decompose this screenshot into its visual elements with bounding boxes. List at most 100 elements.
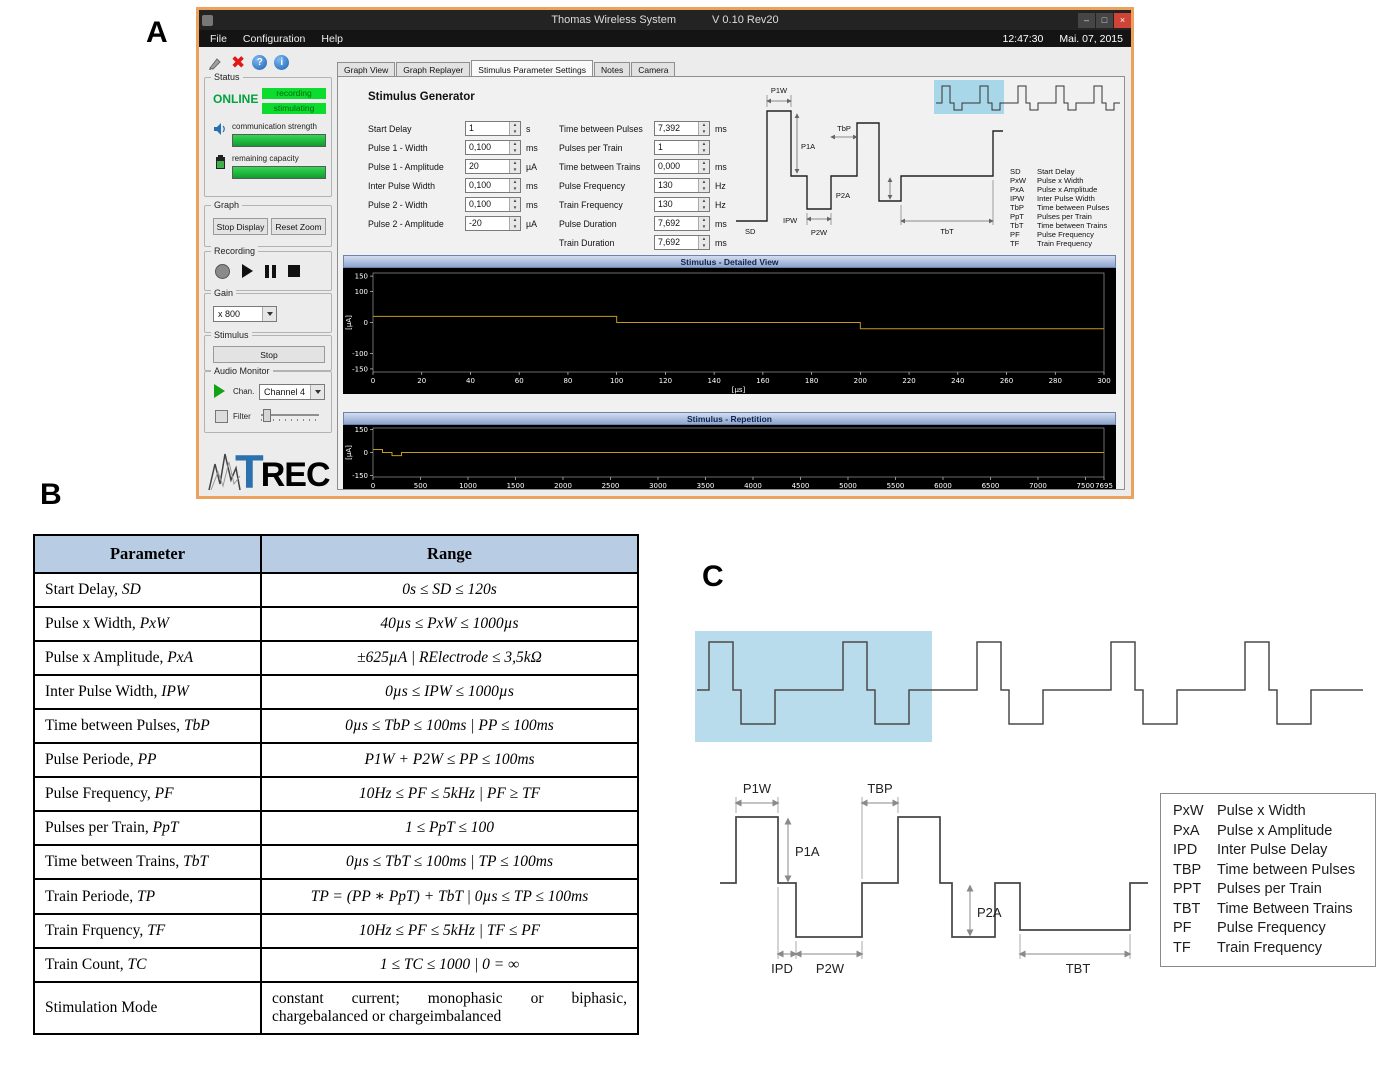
tab-stimulus-parameter-settings[interactable]: Stimulus Parameter Settings (471, 60, 593, 77)
minimize-button[interactable]: – (1078, 12, 1095, 28)
param-input[interactable]: -20 ▲ ▼ (465, 216, 521, 231)
reset-zoom-button[interactable]: Reset Zoom (271, 218, 326, 235)
param-input[interactable]: 130 ▲ ▼ (654, 197, 710, 212)
svg-text:0: 0 (364, 319, 368, 327)
legend-row: TBP Time between Pulses (1173, 861, 1356, 878)
detailed-view-chart[interactable]: 150 100 0 -100 -150 0 20 40 60 80 100 120 140 160 180 2… (343, 268, 1116, 394)
spinner[interactable]: ▲ ▼ (698, 236, 709, 249)
param-row: Pulse Frequency 130 ▲ ▼ Hz (559, 176, 727, 195)
param-row: Start Delay 1 ▲ ▼ s (368, 119, 538, 138)
stop-icon[interactable] (288, 265, 300, 277)
column-header-parameter: Parameter (33, 534, 262, 574)
pulse-train-diagram (695, 631, 1363, 742)
close-button[interactable]: × (1114, 12, 1131, 28)
chevron-down-icon[interactable] (262, 307, 276, 321)
param-input[interactable]: 7,692 ▲ ▼ (654, 235, 710, 250)
tab-strip: Graph View Graph Replayer Stimulus Paramet… (337, 60, 676, 77)
pause-icon[interactable] (265, 264, 276, 278)
param-input[interactable]: 130 ▲ ▼ (654, 178, 710, 193)
svg-text:6000: 6000 (934, 482, 952, 489)
audio-play-icon[interactable] (214, 384, 225, 398)
filter-slider[interactable] (261, 409, 319, 423)
tab-graph-replayer[interactable]: Graph Replayer (396, 62, 471, 77)
title-bar[interactable]: Thomas Wireless System V 0.10 Rev20 – □ × (199, 10, 1131, 30)
info-icon[interactable]: i (274, 54, 290, 70)
maximize-button[interactable]: □ (1096, 12, 1113, 28)
parameter-cell: Pulses per Train, PpT (33, 810, 262, 846)
channel-value: Channel 4 (264, 387, 306, 397)
param-input[interactable]: 0,100 ▲ ▼ (465, 197, 521, 212)
table-row: Train Periode, TP TP = (PP ∗ PpT) + TbT |… (33, 878, 639, 915)
svg-text:40: 40 (466, 377, 475, 385)
spinner[interactable]: ▲ ▼ (509, 122, 520, 135)
graph-group-label: Graph (211, 200, 243, 210)
play-icon[interactable] (242, 264, 253, 278)
online-status: ONLINE (213, 92, 259, 106)
filter-toggle[interactable] (215, 410, 228, 423)
param-input[interactable]: 7,692 ▲ ▼ (654, 216, 710, 231)
chevron-down-icon[interactable] (310, 385, 324, 399)
range-cell: constant current; monophasic or biphasic… (260, 981, 639, 1035)
spinner[interactable]: ▲ ▼ (509, 217, 520, 230)
legend-row: IPW Inter Pulse Width (1010, 194, 1095, 203)
svg-text:-150: -150 (352, 472, 368, 480)
filter-label: Filter (233, 412, 251, 421)
svg-text:4500: 4500 (792, 482, 810, 489)
connect-icon[interactable] (207, 54, 224, 71)
spinner[interactable]: ▲ ▼ (698, 198, 709, 211)
tab-notes[interactable]: Notes (594, 62, 631, 77)
stimulus-stop-button[interactable]: Stop (213, 346, 325, 363)
svg-text:120: 120 (659, 377, 672, 385)
param-input[interactable]: 7,392 ▲ ▼ (654, 121, 710, 136)
spinner[interactable]: ▲ ▼ (698, 122, 709, 135)
table-row: Pulse Periode, PP P1W + P2W ≤ PP ≤ 100ms (33, 742, 639, 778)
tab-camera[interactable]: Camera (631, 62, 676, 77)
spinner[interactable]: ▲ ▼ (509, 141, 520, 154)
param-unit: ms (526, 180, 538, 191)
param-input[interactable]: 1 ▲ ▼ (465, 121, 521, 136)
panel-label-c: C (702, 560, 724, 593)
param-input[interactable]: 0,000 ▲ ▼ (654, 159, 710, 174)
spinner[interactable]: ▲ ▼ (698, 141, 709, 154)
channel-label: Chan. (233, 387, 255, 396)
menu-configuration[interactable]: Configuration (242, 32, 306, 45)
param-label: Pulses per Train (559, 142, 623, 153)
spinner[interactable]: ▲ ▼ (509, 160, 520, 173)
stimulus-group-label: Stimulus (211, 330, 252, 340)
param-row: Pulse 2 - Width 0,100 ▲ ▼ ms (368, 195, 538, 214)
spinner[interactable]: ▲ ▼ (509, 179, 520, 192)
parameter-range-table: Parameter Range Start Delay, SD 0s ≤ SD ≤… (33, 534, 639, 1035)
legend-row: PPT Pulses per Train (1173, 881, 1322, 897)
legend-row: PxA Pulse x Amplitude (1010, 185, 1098, 194)
param-input[interactable]: 20 ▲ ▼ (465, 159, 521, 174)
slider-thumb[interactable] (263, 409, 271, 422)
detail-label-p2a: P2A (977, 905, 1002, 920)
tab-graph-view[interactable]: Graph View (337, 62, 396, 77)
record-icon[interactable] (215, 263, 230, 279)
spinner[interactable]: ▲ ▼ (698, 160, 709, 173)
pulse-detail-diagram: P1W TBP P1A P2A IPD P2W TBT (720, 781, 1148, 976)
channel-select[interactable]: Channel 4 (259, 384, 325, 400)
menu-file[interactable]: File (210, 32, 227, 45)
param-row: Inter Pulse Width 0,100 ▲ ▼ ms (368, 176, 538, 195)
svg-text:5000: 5000 (839, 482, 857, 489)
repetition-chart[interactable]: 150 0 -150 0 500 1000 1500 2000 2500 3000 3500 4000… (343, 425, 1116, 489)
param-input[interactable]: 0,100 ▲ ▼ (465, 140, 521, 155)
schematic-label-p1a: P1A (801, 142, 815, 151)
detail-label-p2w: P2W (816, 961, 845, 976)
help-icon[interactable]: ? (252, 54, 268, 70)
gain-select[interactable]: x 800 (213, 306, 277, 322)
param-unit: ms (526, 199, 538, 210)
disconnect-icon[interactable]: ✖ (231, 52, 246, 72)
parameter-cell: Train Periode, TP (33, 878, 262, 915)
param-input[interactable]: 1 ▲ ▼ (654, 140, 710, 155)
spinner[interactable]: ▲ ▼ (509, 198, 520, 211)
panel-label-a: A (146, 16, 168, 49)
svg-text:6500: 6500 (982, 482, 1000, 489)
spinner[interactable]: ▲ ▼ (698, 217, 709, 230)
stop-display-button[interactable]: Stop Display (213, 218, 268, 235)
spinner[interactable]: ▲ ▼ (698, 179, 709, 192)
range-cell: 1 ≤ PpT ≤ 100 (260, 810, 639, 846)
menu-help[interactable]: Help (321, 32, 343, 45)
param-input[interactable]: 0,100 ▲ ▼ (465, 178, 521, 193)
